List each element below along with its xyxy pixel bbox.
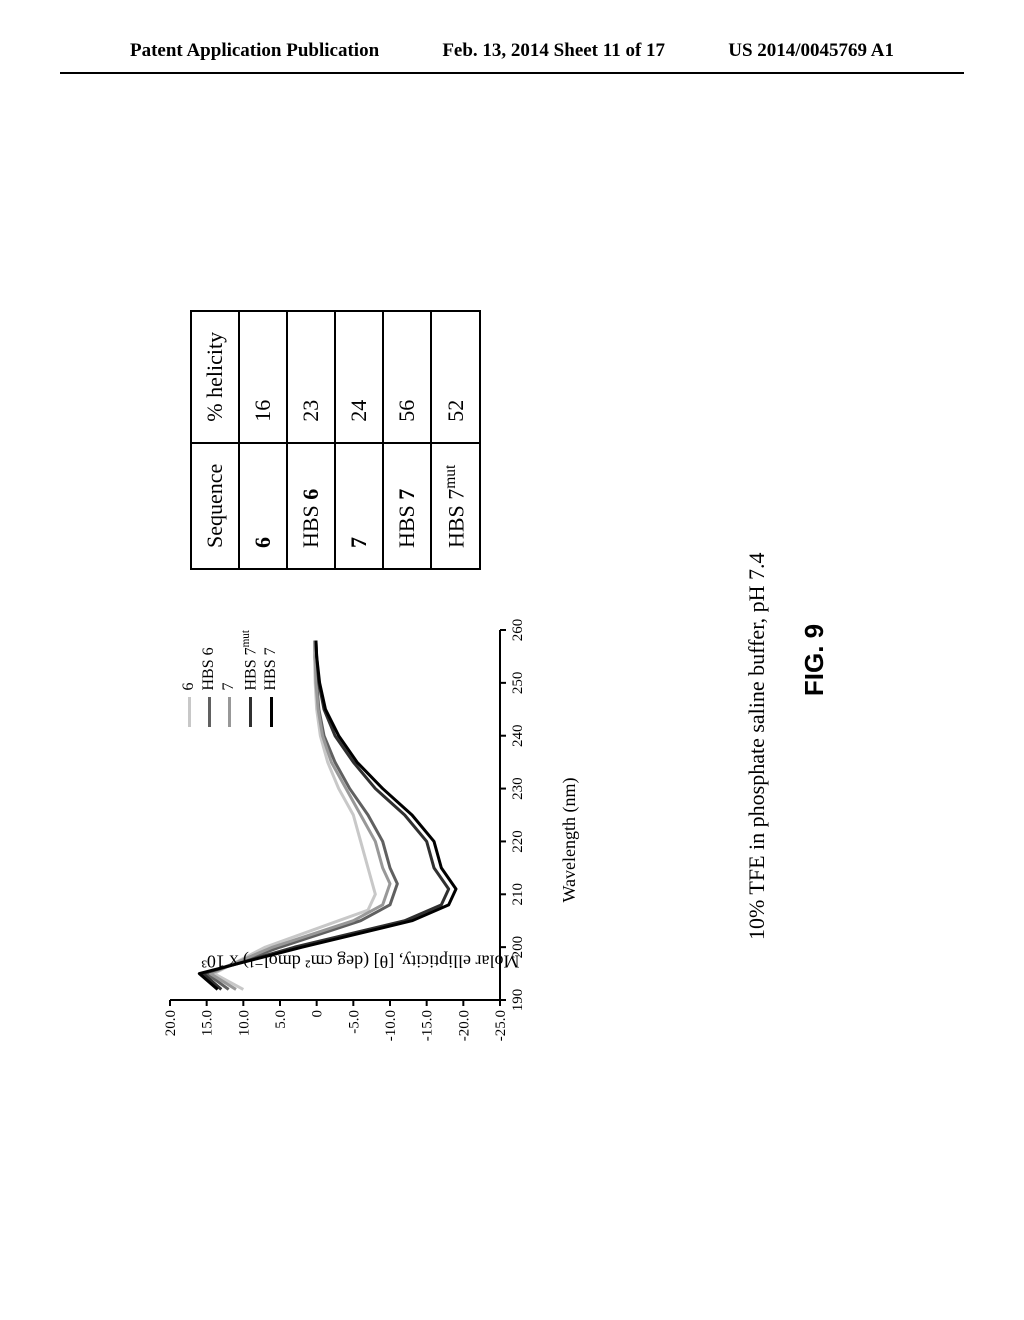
- table-cell: 52: [431, 311, 480, 443]
- x-axis-label: Wavelength (nm): [559, 777, 580, 902]
- table: Sequence% helicity616HBS 623724HBS 756HB…: [190, 310, 481, 570]
- table-row: HBS 7mut52: [431, 311, 480, 569]
- figure-label: FIG. 9: [799, 624, 830, 696]
- svg-text:-5.0: -5.0: [346, 1010, 362, 1034]
- svg-text:-20.0: -20.0: [456, 1010, 472, 1041]
- table-cell: HBS 6: [287, 443, 335, 569]
- header-center: Feb. 13, 2014 Sheet 11 of 17: [442, 40, 665, 62]
- svg-text:210: 210: [510, 883, 526, 906]
- svg-text:20.0: 20.0: [163, 1010, 179, 1036]
- svg-text:240: 240: [510, 724, 526, 747]
- svg-text:230: 230: [510, 777, 526, 800]
- page-header: Patent Application Publication Feb. 13, …: [60, 0, 964, 74]
- table-cell: HBS 7: [383, 443, 431, 569]
- table-cell: 24: [335, 311, 383, 443]
- legend-swatch: [249, 697, 252, 727]
- legend-swatch: [228, 697, 231, 727]
- table-header: Sequence: [191, 443, 239, 569]
- cd-spectrum-chart: 19020021022023024025026020.015.010.05.00…: [150, 610, 550, 1070]
- y-axis-label: Molar ellipticity, [θ] (deg cm² dmol⁻¹) …: [201, 950, 519, 971]
- svg-text:10.0: 10.0: [236, 1010, 252, 1036]
- table-row: HBS 756: [383, 311, 431, 569]
- table-cell: HBS 7mut: [431, 443, 480, 569]
- svg-text:0: 0: [310, 1010, 326, 1018]
- table-cell: 23: [287, 311, 335, 443]
- table-cell: 16: [239, 311, 287, 443]
- legend-item: HBS 6: [200, 630, 218, 727]
- svg-text:250: 250: [510, 672, 526, 695]
- legend-label: HBS 6: [200, 647, 218, 690]
- legend-swatch: [270, 697, 273, 727]
- table-header: % helicity: [191, 311, 239, 443]
- table-row: 616: [239, 311, 287, 569]
- svg-text:-10.0: -10.0: [383, 1010, 399, 1041]
- legend-label: 7: [220, 683, 238, 691]
- legend-item: 6: [180, 630, 198, 727]
- table-cell: 6: [239, 443, 287, 569]
- chart-legend: 6HBS 67HBS 7mutHBS 7: [180, 630, 282, 727]
- svg-text:15.0: 15.0: [200, 1010, 216, 1036]
- svg-text:260: 260: [510, 619, 526, 642]
- legend-swatch: [188, 697, 191, 727]
- table-cell: 56: [383, 311, 431, 443]
- legend-item: HBS 7: [262, 630, 280, 727]
- svg-text:190: 190: [510, 989, 526, 1012]
- header-right: US 2014/0045769 A1: [728, 40, 894, 62]
- header-left: Patent Application Publication: [130, 40, 379, 62]
- legend-item: 7: [220, 630, 238, 727]
- table-row: 724: [335, 311, 383, 569]
- legend-label: HBS 7mut: [240, 630, 260, 691]
- legend-item: HBS 7mut: [240, 630, 260, 727]
- figure-content: 19020021022023024025026020.015.010.05.00…: [150, 250, 910, 1070]
- svg-text:-25.0: -25.0: [493, 1010, 509, 1041]
- legend-label: HBS 7: [262, 647, 280, 690]
- table-row: HBS 623: [287, 311, 335, 569]
- svg-text:220: 220: [510, 830, 526, 853]
- table-cell: 7: [335, 443, 383, 569]
- svg-text:-15.0: -15.0: [420, 1010, 436, 1041]
- svg-text:5.0: 5.0: [273, 1010, 289, 1029]
- legend-swatch: [208, 697, 211, 727]
- figure-caption: 10% TFE in phosphate saline buffer, pH 7…: [744, 552, 770, 940]
- legend-label: 6: [180, 683, 198, 691]
- helicity-table: Sequence% helicity616HBS 623724HBS 756HB…: [190, 310, 481, 570]
